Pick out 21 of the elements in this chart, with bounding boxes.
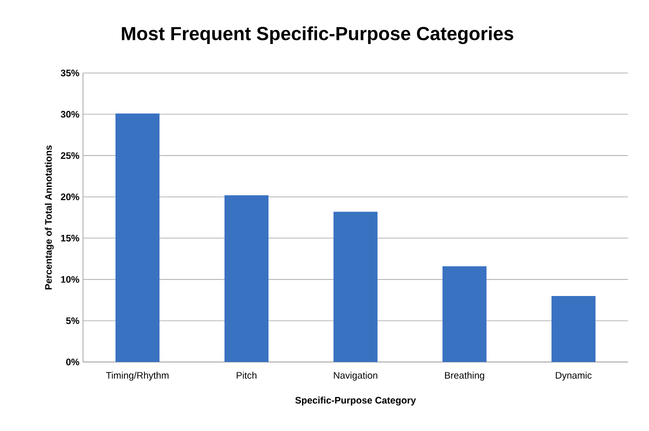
chart-title: Most Frequent Specific-Purpose Categories [122, 26, 514, 44]
x-tick-label: Pitch [236, 372, 256, 379]
y-tick-label: 20% [60, 194, 80, 200]
bar [116, 113, 160, 362]
y-tick-label: 15% [61, 234, 80, 242]
y-tick-label: 0% [66, 358, 80, 366]
bar [442, 266, 487, 362]
y-tick-label: 5% [66, 317, 80, 324]
bar [334, 212, 378, 362]
x-tick-label: Dynamic [556, 372, 592, 381]
y-tick-label: 30% [60, 110, 80, 118]
bar [224, 195, 269, 362]
x-axis-title: Specific-Purpose Category [295, 396, 416, 406]
y-tick-label: 25% [60, 152, 80, 159]
x-tick-label: Timing/Rhythm [106, 372, 169, 381]
y-tick-label: 10% [61, 276, 80, 283]
bar [552, 296, 596, 362]
y-tick-label: 35% [60, 70, 80, 76]
x-tick-label: Breathing [445, 372, 484, 381]
x-tick-label: Navigation [334, 372, 378, 381]
y-axis-title: Percentage of Total Annotations [44, 145, 54, 290]
